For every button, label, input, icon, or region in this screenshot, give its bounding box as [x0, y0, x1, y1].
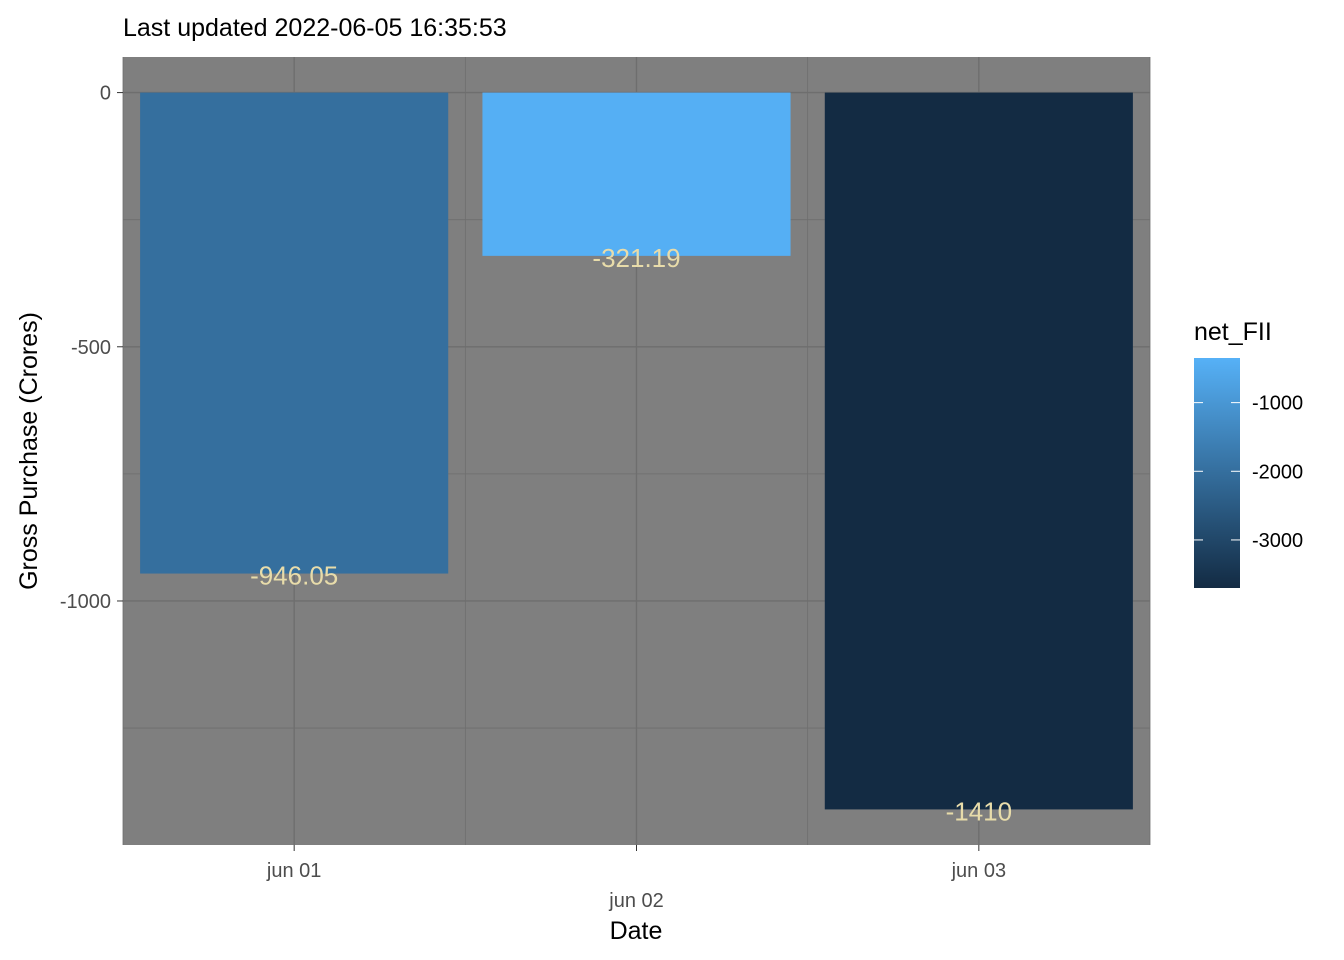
x-tick-label: jun 03 — [951, 860, 1007, 882]
bar-jun-02 — [482, 92, 791, 256]
y-tick-label: -500 — [71, 337, 111, 359]
chart-title: Last updated 2022-06-05 16:35:53 — [123, 14, 507, 42]
x-tick-label: jun 02 — [608, 890, 664, 912]
legend-colorbar — [1194, 358, 1240, 588]
legend-title: net_FII — [1194, 318, 1272, 346]
bar-value-label: -946.05 — [250, 561, 338, 591]
legend-tick-label: -2000 — [1252, 461, 1303, 483]
bar-jun-01 — [140, 92, 449, 574]
legend-tick-label: -1000 — [1252, 393, 1303, 415]
bar-value-label: -321.19 — [592, 243, 680, 273]
y-axis-title: Gross Purchase (Crores) — [15, 312, 43, 590]
y-tick-label: 0 — [100, 83, 111, 105]
x-tick-label: jun 01 — [266, 860, 322, 882]
y-tick-label: -1000 — [60, 591, 111, 613]
bar-jun-03 — [824, 92, 1133, 810]
bar-value-label: -1410 — [946, 796, 1013, 826]
legend-tick-label: -3000 — [1252, 530, 1303, 552]
x-axis-title: Date — [610, 917, 663, 945]
